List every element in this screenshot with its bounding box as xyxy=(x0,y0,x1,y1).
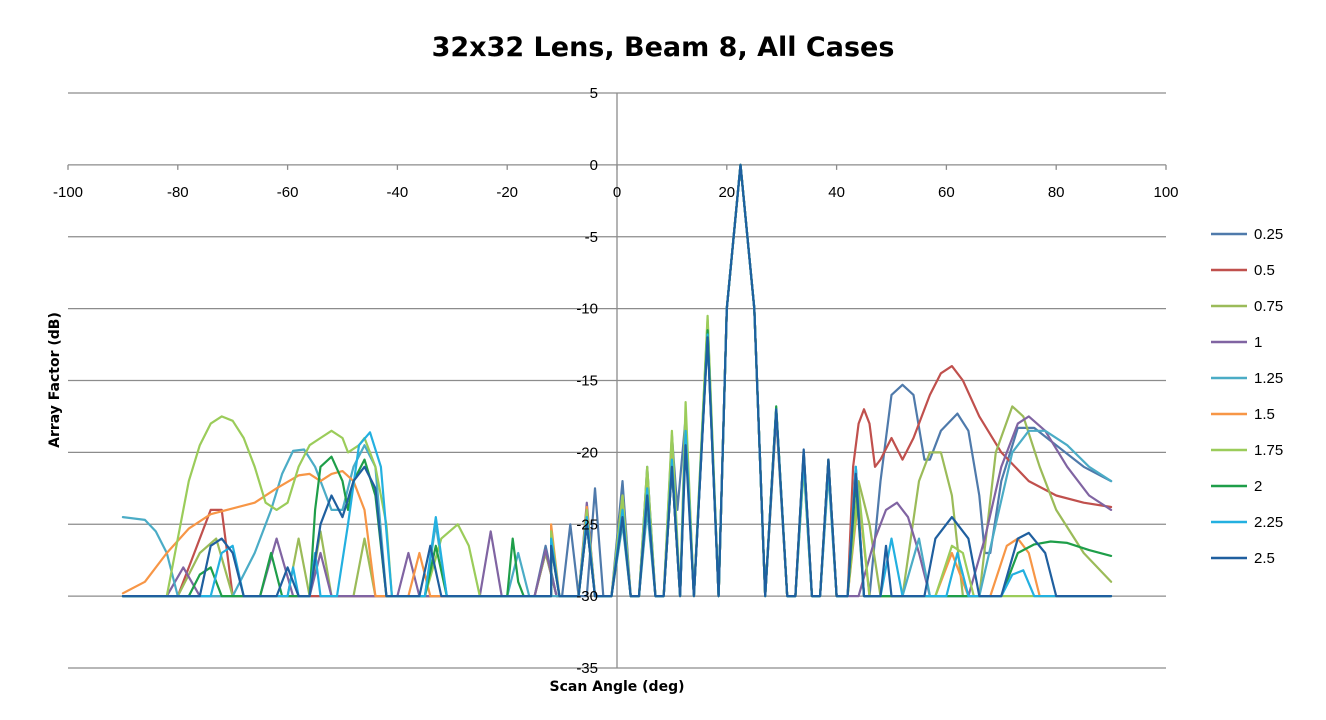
x-axis-label: Scan Angle (deg) xyxy=(550,679,685,695)
legend-label: 0.25 xyxy=(1254,226,1283,243)
x-tick-label: -80 xyxy=(167,184,189,201)
y-tick-label: -5 xyxy=(585,229,598,246)
x-tick-label: -40 xyxy=(387,184,409,201)
legend-label: 2 xyxy=(1254,478,1262,495)
series-lines xyxy=(121,163,1113,598)
y-tick-label: -10 xyxy=(576,301,598,318)
x-tick-label: -60 xyxy=(277,184,299,201)
legend: 0.25 0.5 0.75 1 1.25 1.5 1.75 2 2.25 2.5 xyxy=(1211,226,1283,567)
legend-label: 1.5 xyxy=(1254,406,1275,423)
x-tick-label: 0 xyxy=(613,184,621,201)
series-line-2.5 xyxy=(121,163,1113,598)
y-tick-label: -25 xyxy=(576,516,598,533)
y-axis-label: Array Factor (dB) xyxy=(47,312,63,448)
x-tick-label: -20 xyxy=(496,184,518,201)
legend-label: 0.5 xyxy=(1254,262,1275,279)
y-tick-label: 0 xyxy=(590,157,598,174)
x-tick-label: 20 xyxy=(718,184,735,201)
y-tick-label: -30 xyxy=(576,588,598,605)
legend-label: 2.5 xyxy=(1254,550,1275,567)
chart-title: 32x32 Lens, Beam 8, All Cases xyxy=(432,32,895,63)
x-tick-label: -100 xyxy=(53,184,83,201)
legend-label: 1.25 xyxy=(1254,370,1283,387)
legend-label: 2.25 xyxy=(1254,514,1283,531)
x-tick-label: 80 xyxy=(1048,184,1065,201)
legend-label: 1.75 xyxy=(1254,442,1283,459)
x-tick-label: 60 xyxy=(938,184,955,201)
axes xyxy=(67,93,1167,668)
y-tick-label: 5 xyxy=(590,85,598,102)
x-tick-labels: -100 -80 -60 -40 -20 0 20 40 60 80 100 xyxy=(53,184,1179,201)
legend-label: 0.75 xyxy=(1254,298,1283,315)
x-tick-label: 40 xyxy=(828,184,845,201)
legend-label: 1 xyxy=(1254,334,1262,351)
y-tick-label: -35 xyxy=(576,660,598,677)
y-tick-label: -20 xyxy=(576,444,598,461)
y-tick-labels: 5 0 -5 -10 -15 -20 -25 -30 -35 xyxy=(576,85,598,677)
y-tick-label: -15 xyxy=(576,373,598,390)
x-tick-label: 100 xyxy=(1153,184,1178,201)
